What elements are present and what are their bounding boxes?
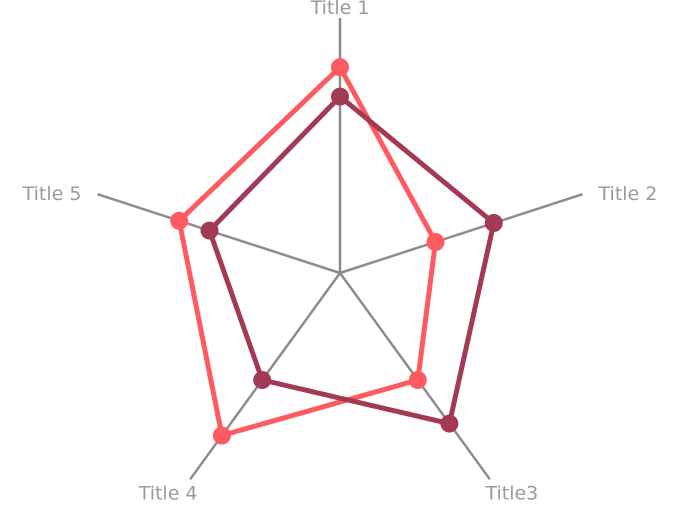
axis-label-title-2: Title 2	[598, 183, 658, 205]
series-1-line	[176, 64, 438, 438]
axis-line-title-2	[339, 193, 583, 275]
series-1-point-title3[interactable]	[408, 371, 427, 389]
series-1-point-title-1[interactable]	[331, 58, 349, 77]
axis-labels: Title 1 Title 2 Title3 Title 4 Title 5	[22, 0, 658, 504]
axis-label-title3: Title3	[484, 482, 538, 504]
series-2-point-title-4[interactable]	[253, 371, 272, 389]
axis-line-title-5	[97, 193, 341, 275]
series-lines	[176, 64, 497, 438]
series-2-point-title-1[interactable]	[331, 87, 349, 106]
axis-label-title-5: Title 5	[22, 183, 82, 205]
series-2-line	[207, 94, 497, 427]
axis-label-title-4: Title 4	[138, 482, 198, 504]
series-2-point-title3[interactable]	[440, 414, 459, 433]
axis-label-title-1: Title 1	[310, 0, 370, 19]
axes	[97, 18, 583, 481]
series-points	[170, 58, 503, 445]
series-1-point-title-4[interactable]	[212, 426, 231, 445]
series-1-point-title-2[interactable]	[426, 233, 445, 251]
series-2-point-title-5[interactable]	[200, 221, 219, 240]
series-1-point-title-5[interactable]	[170, 211, 189, 230]
series-2-point-title-2[interactable]	[484, 214, 503, 232]
